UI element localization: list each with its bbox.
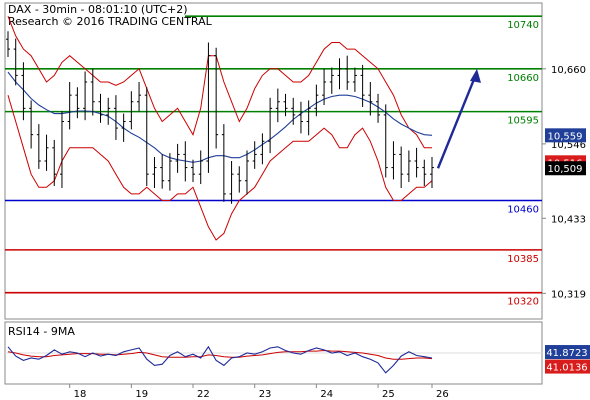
upper-band-line: [7, 16, 432, 149]
price-tag-10,509: [545, 161, 586, 176]
x-tick-label: 22: [197, 389, 210, 400]
x-tick-label: 26: [436, 389, 449, 400]
price-y-tick-label: 10,433: [551, 214, 586, 225]
x-tick-label: 23: [259, 389, 272, 400]
level-label-10385: 10385: [507, 254, 539, 265]
x-tick-label: 24: [320, 389, 333, 400]
price-panel-frame: [4, 2, 543, 320]
level-label-10740: 10740: [507, 20, 539, 31]
forecast-arrowhead: [470, 68, 481, 83]
rsi-tag-41.8723: [545, 345, 590, 360]
rsi-line: [7, 345, 433, 374]
level-label-10595: 10595: [507, 116, 539, 127]
price-panel: [4, 2, 543, 320]
x-tick-label: 18: [74, 389, 87, 400]
x-tick-label: 19: [135, 389, 148, 400]
plot-layer: 10740 10660 10595 10460 10385 10320 10,660 10,5…: [5, 15, 590, 400]
x-tick-label: 25: [382, 389, 395, 400]
price-y-tick-label: 10,660: [551, 65, 586, 76]
price-tag-label: 10,509: [548, 164, 583, 175]
level-label-10320: 10320: [507, 297, 539, 308]
rsi-tag-41.0136: [545, 359, 590, 374]
rsi-tag-label: 41.8723: [546, 348, 587, 359]
rsi-title: RSI14 - 9MA: [8, 325, 75, 338]
level-label-10660: 10660: [507, 73, 539, 84]
chart-header-line1: DAX - 30min - 08:01:10 (UTC+2): [8, 3, 188, 16]
rsi-tag-label: 41.0136: [546, 363, 587, 374]
level-label-10460: 10460: [507, 205, 539, 216]
lower-band-line: [7, 95, 433, 241]
chart-header-line2: Research © 2016 TRADING CENTRAL: [8, 15, 213, 28]
price-tag-label: 10,559: [548, 131, 583, 142]
price-y-tick-label: 10,546: [551, 140, 586, 151]
price-tag-10,559: [545, 128, 586, 143]
price-y-tick-label: 10,319: [551, 289, 586, 300]
forecast-arrow-shaft: [436, 76, 477, 169]
moving-average-line: [7, 71, 433, 163]
